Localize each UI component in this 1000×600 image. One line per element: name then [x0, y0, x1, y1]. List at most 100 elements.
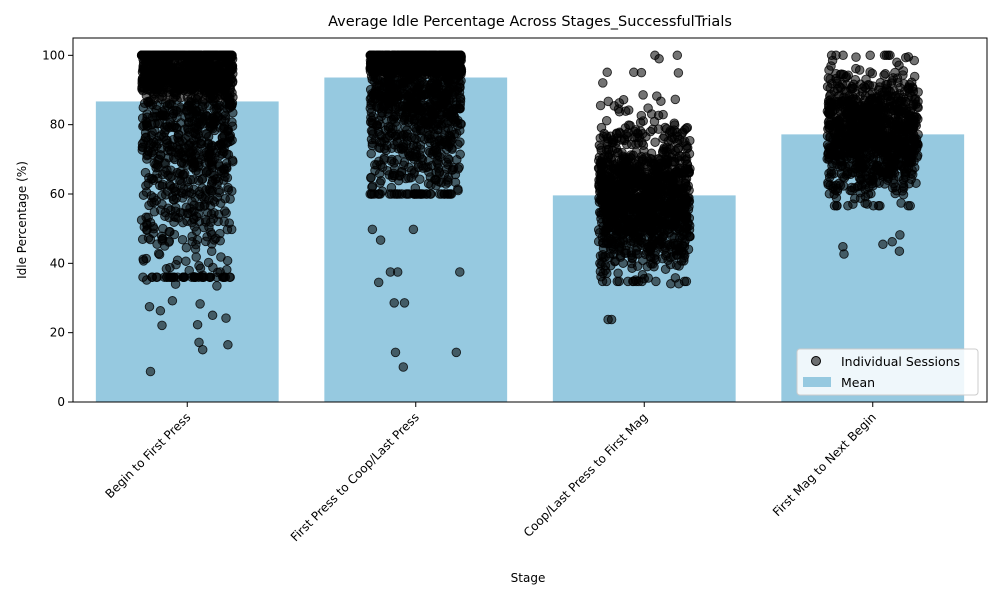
session-point-0-1294 [207, 239, 217, 249]
session-point-0-933 [137, 234, 148, 245]
session-point-3-856 [885, 50, 895, 61]
session-point-3-495 [892, 57, 902, 68]
session-point-0-1408 [155, 306, 166, 316]
session-point-0-1410 [195, 299, 205, 309]
session-point-2-1192 [608, 213, 619, 223]
session-point-2-1105 [639, 273, 649, 284]
session-point-0-1199 [164, 272, 174, 282]
session-point-2-1209 [672, 50, 683, 61]
session-point-2-817 [623, 276, 633, 287]
session-point-0-1192 [168, 194, 179, 205]
session-point-2-1130 [645, 251, 656, 262]
session-point-0-1412 [212, 281, 222, 291]
session-point-2-1137 [642, 187, 652, 198]
session-point-3-302 [911, 178, 921, 188]
session-point-3-880 [831, 96, 841, 107]
session-point-2-1201 [603, 314, 613, 325]
session-point-1-1403 [389, 298, 399, 308]
session-point-1-1348 [386, 156, 397, 167]
session-point-1-1393 [401, 108, 412, 118]
session-point-1-939 [419, 134, 430, 145]
session-point-2-1052 [621, 139, 632, 150]
session-point-0-1380 [150, 55, 161, 65]
session-point-1-1285 [409, 167, 419, 177]
session-point-2-1148 [636, 166, 646, 176]
session-point-2-1188 [663, 203, 674, 213]
session-point-2-849 [593, 225, 604, 235]
session-point-0-1362 [176, 176, 186, 186]
session-point-2-553 [598, 78, 608, 88]
session-point-2-1058 [642, 243, 652, 253]
session-point-1-1405 [373, 277, 384, 288]
session-point-2-493 [658, 109, 668, 120]
session-point-1-1199 [374, 142, 384, 153]
session-point-3-724 [879, 70, 889, 80]
session-point-3-928 [872, 96, 883, 106]
session-point-3-854 [829, 189, 839, 199]
session-point-1-1401 [451, 347, 462, 358]
session-point-1-555 [366, 172, 376, 183]
session-point-0-1402 [223, 340, 233, 350]
session-point-0-1350 [139, 136, 149, 147]
session-point-1-1282 [419, 100, 429, 111]
session-point-0-1398 [186, 71, 196, 82]
session-point-0-1387 [195, 120, 205, 130]
session-point-3-747 [843, 70, 853, 80]
session-point-1-1375 [454, 62, 464, 72]
session-point-2-86 [673, 68, 684, 78]
session-point-0-1322 [174, 84, 185, 94]
session-point-0-1279 [219, 175, 229, 185]
session-point-0-1103 [191, 252, 201, 262]
session-point-0-1414 [141, 275, 152, 285]
session-point-0-1270 [142, 224, 152, 235]
session-point-1-1298 [398, 78, 409, 89]
session-point-2-861 [618, 94, 629, 105]
session-point-2-1187 [636, 197, 647, 208]
session-point-1-1273 [443, 86, 453, 96]
session-point-0-1392 [147, 69, 158, 80]
session-point-1-1358 [396, 167, 406, 177]
session-point-3-909 [834, 178, 844, 189]
session-point-0-1336 [138, 254, 148, 264]
chart-title: Average Idle Percentage Across Stages_Su… [328, 14, 732, 30]
session-point-3-329 [905, 201, 915, 211]
session-point-0-1354 [159, 132, 169, 142]
session-point-2-1141 [635, 207, 646, 217]
session-point-1-1392 [434, 50, 445, 61]
session-point-0-1329 [192, 94, 202, 105]
session-point-2-894 [665, 126, 676, 136]
session-point-0-1416 [215, 267, 225, 277]
session-point-2-1195 [631, 174, 642, 185]
session-point-2-1186 [612, 133, 622, 143]
session-point-2-1202 [674, 279, 684, 289]
session-point-1-1205 [386, 189, 397, 199]
session-point-1-1370 [411, 126, 422, 136]
session-point-0-1399 [143, 149, 153, 160]
session-point-3-930 [912, 102, 923, 112]
session-point-0-677 [181, 242, 192, 253]
session-point-1-1395 [417, 63, 428, 73]
session-point-1-1373 [441, 144, 452, 155]
session-point-1-1386 [373, 62, 384, 73]
session-point-3-938 [883, 114, 894, 124]
session-point-0-1168 [183, 131, 193, 141]
session-point-0-1281 [190, 244, 201, 254]
session-point-2-1199 [678, 200, 688, 210]
session-point-0-1403 [194, 337, 204, 348]
session-point-3-623 [854, 65, 865, 75]
session-point-2-748 [623, 105, 634, 115]
session-point-2-929 [669, 118, 680, 128]
session-point-1-830 [426, 189, 436, 199]
session-point-1-1188 [431, 167, 441, 178]
session-point-2-1205 [602, 67, 612, 78]
session-point-0-1122 [199, 222, 209, 233]
session-point-0-460 [225, 194, 235, 204]
session-point-0-1330 [206, 71, 217, 81]
session-point-0-1070 [227, 121, 238, 131]
session-point-3-931 [894, 97, 905, 107]
session-point-3-878 [850, 164, 860, 174]
session-point-0-1268 [177, 193, 188, 203]
session-point-0-1181 [141, 180, 151, 191]
session-point-0-1348 [213, 102, 224, 113]
session-point-1-1312 [368, 111, 378, 122]
